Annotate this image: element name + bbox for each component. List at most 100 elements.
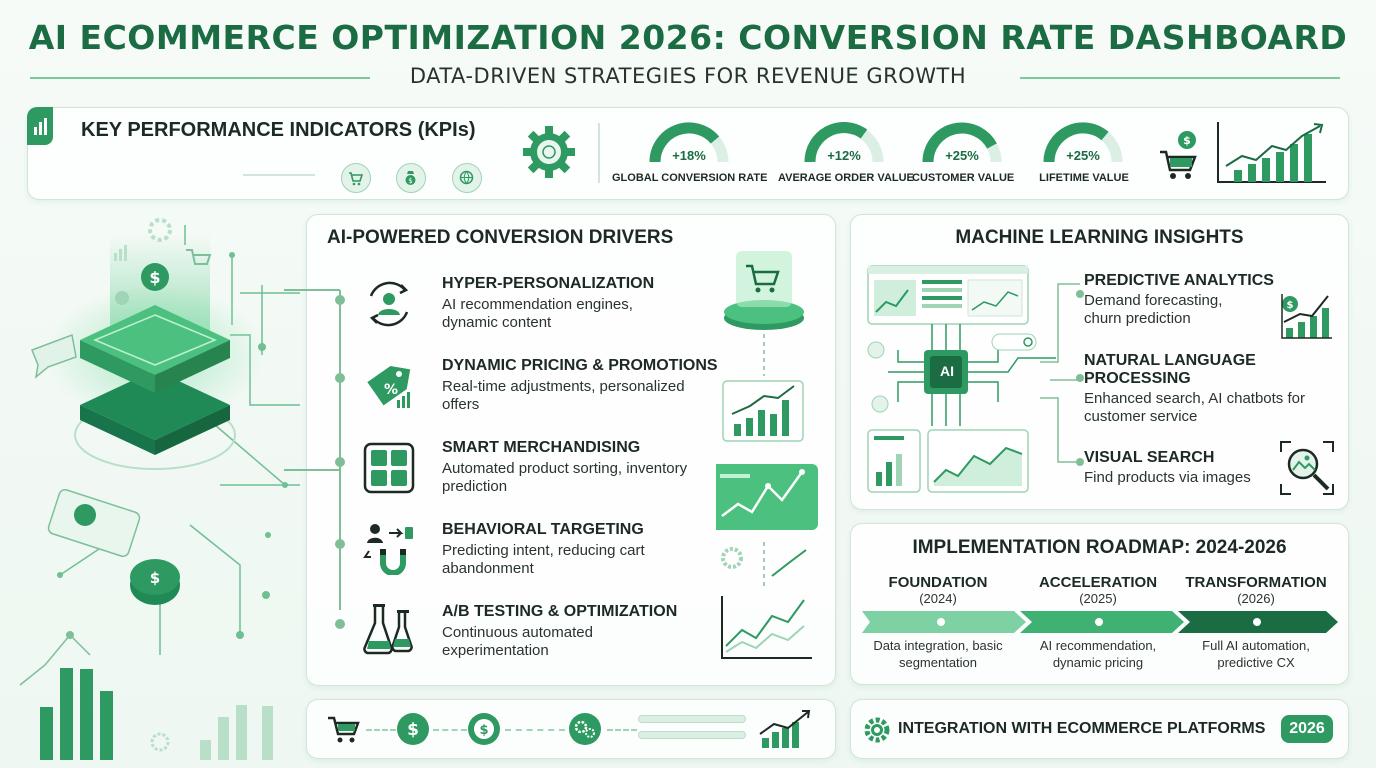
price-tag-icon: % [367,365,411,408]
ml-connector [1040,283,1084,466]
ml-title: MACHINE LEARNING INSIGHTS [955,227,1244,248]
ml-item-description: Enhanced search, AI chatbots for custome… [1084,390,1305,425]
phase-name: FOUNDATION [888,574,988,591]
ml-item-title: NATURAL LANGUAGE PROCESSING [1084,352,1256,387]
phase-name: TRANSFORMATION [1185,574,1327,591]
gear-icon [864,717,890,743]
driver-description: Predicting intent, reducing cart abandon… [442,542,645,577]
driver-title: A/B TESTING & OPTIMIZATION [442,603,678,620]
ml-item-description: Find products via images [1084,469,1251,486]
connector-line [607,729,637,731]
kpi-global-conversion: +18% [630,122,748,163]
dollar-badge-icon[interactable]: $ [467,712,501,746]
integration-label: INTEGRATION WITH ECOMMERCE PLATFORMS [898,720,1266,737]
integration-bar [850,699,1349,759]
page-subtitle: DATA-DRIVEN STRATEGIES FOR REVENUE GROWT… [409,64,967,88]
svg-text:$: $ [408,177,412,185]
driver-description: Real-time adjustments, personalized offe… [442,378,685,413]
kpi-value: +12% [827,148,861,163]
gear-icon [523,126,575,178]
kpi-value: +25% [1066,148,1100,163]
ml-item-title: PREDICTIVE ANALYTICS [1084,272,1274,289]
driver-title: BEHAVIORAL TARGETING [442,521,644,538]
kpi-lifetime-value: +25% [1024,122,1142,163]
kpi-tab [27,107,53,145]
phase-year: (2026) [1237,591,1275,606]
phase-name: ACCELERATION [1038,574,1158,591]
predictive-chart-icon: $ [1281,294,1332,339]
driver-description: Continuous automated experimentation [442,624,593,659]
svg-text:%: % [384,382,398,398]
driver-title: SMART MERCHANDISING [442,439,641,456]
connector-line [433,729,467,731]
visual-search-icon [1280,441,1334,495]
ai-chip-illustration [867,265,1056,493]
kpi-separator [598,123,600,183]
growth-chart-icon [1217,122,1326,183]
phase-year: (2025) [1079,591,1117,606]
money-bag-icon[interactable]: $ [396,163,426,193]
kpi-value: +18% [672,148,706,163]
ml-item-description: Demand forecasting, churn prediction [1084,292,1223,327]
roadmap-title: IMPLEMENTATION ROADMAP: 2024-2026 [912,537,1287,558]
svg-text:$: $ [149,268,160,287]
driver-connector [284,289,345,629]
ai-chip-label: AI [940,363,954,379]
subtitle-line-right [1020,77,1340,79]
driver-description: AI recommendation engines, dynamic conte… [442,296,633,331]
flask-icon [363,604,413,655]
kpi-title: KEY PERFORMANCE INDICATORS (KPIs) [81,119,476,141]
progress-bar [638,715,746,723]
driver-title: DYNAMIC PRICING & PROMOTIONS [442,357,718,374]
kpi-customer-value: +25% [903,122,1021,163]
kpi-label: CUSTOMER VALUE [912,172,1015,184]
phase-description: Full AI automation, predictive CX [1202,638,1310,670]
svg-text:$: $ [1287,300,1294,311]
svg-text:$: $ [150,569,160,587]
year-badge[interactable]: 2026 [1281,715,1333,743]
driver-title: HYPER-PERSONALIZATION [442,275,655,292]
kpi-divider-line [243,174,315,176]
gears-icon[interactable] [568,712,602,746]
cart-icon[interactable] [341,163,371,193]
progress-bar [638,731,746,739]
kpi-label: AVERAGE ORDER VALUE [778,172,914,184]
subtitle-line-left [30,77,370,79]
user-cycle-icon [369,281,409,327]
roadmap-phase-foundation: FOUNDATION (2024) [858,574,1018,606]
gauge-icon [1043,122,1123,162]
svg-text:$: $ [479,723,488,738]
roadmap-phase-transformation: TRANSFORMATION (2026) [1176,574,1336,606]
svg-text:$: $ [1183,134,1191,147]
dollar-cart-icon: $ [1160,131,1197,179]
gauge-icon [804,122,884,162]
magnet-icon [363,524,413,575]
page-title: AI ECOMMERCE OPTIMIZATION 2026: CONVERSI… [28,18,1348,57]
kpi-label: LIFETIME VALUE [1039,172,1129,184]
svg-text:$: $ [407,720,419,740]
cart-icon [328,716,360,743]
drivers-illustrations [716,251,818,659]
phase-description: AI recommendation, dynamic pricing [1039,638,1157,670]
connector-line [505,729,565,731]
server-illustration: $ $ [19,218,300,760]
driver-description: Automated product sorting, inventory pre… [442,460,688,495]
dollar-icon[interactable]: $ [396,712,430,746]
kpi-label: GLOBAL CONVERSION RATE [612,172,768,184]
connector-line [366,729,396,731]
phase-description: Data integration, basic segmentation [873,638,1003,670]
growth-chart-icon [759,710,811,748]
ml-item-title: VISUAL SEARCH [1084,449,1215,466]
product-grid-icon [363,442,415,494]
kpi-average-order-value: +12% [785,122,903,163]
drivers-title: AI-POWERED CONVERSION DRIVERS [327,227,674,248]
kpi-value: +25% [945,148,979,163]
gauge-icon [922,122,1002,162]
phase-year: (2024) [919,591,957,606]
globe-icon[interactable] [452,163,482,193]
bar-chart-icon [34,118,47,135]
roadmap-phase-acceleration: ACCELERATION (2025) [1018,574,1178,606]
gauge-icon [649,122,729,162]
roadmap-arrow-bar [862,611,1338,633]
roadmap-panel [850,523,1349,685]
